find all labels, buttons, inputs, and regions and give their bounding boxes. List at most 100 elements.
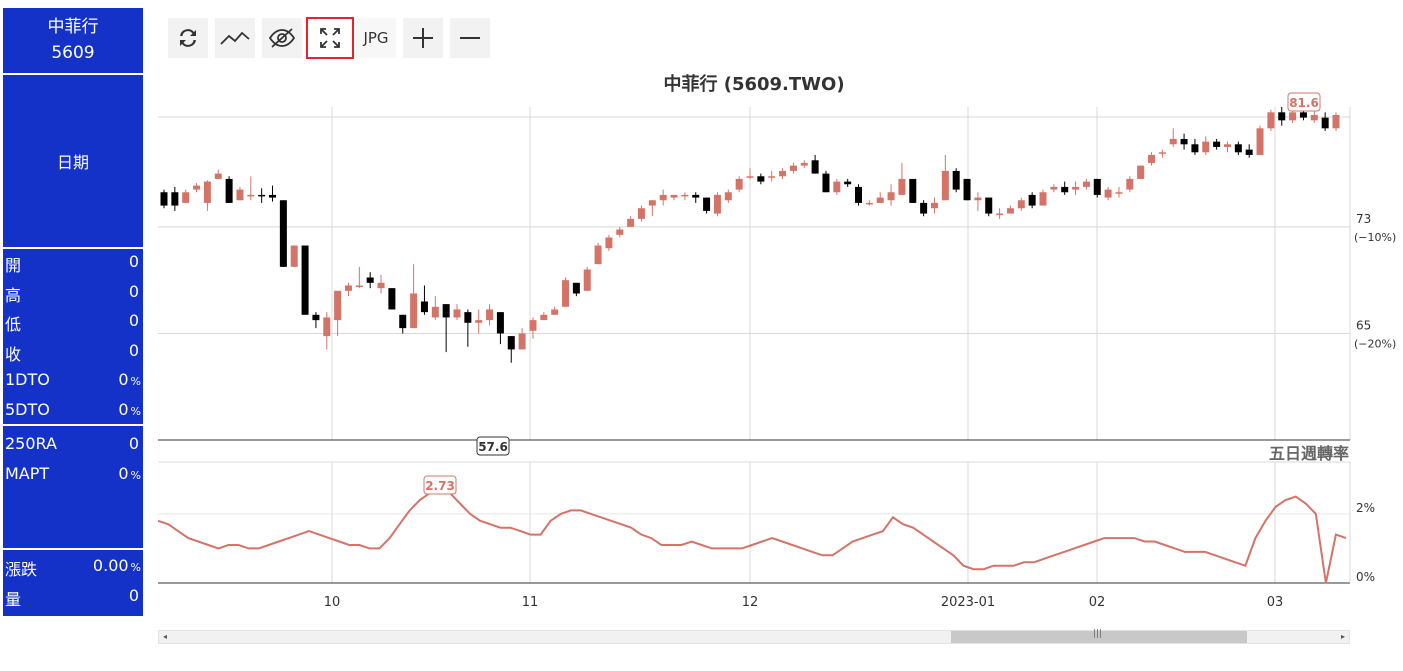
candle-body xyxy=(855,186,863,203)
candle-body xyxy=(1180,138,1188,145)
candle-body xyxy=(996,213,1004,216)
scroll-right-icon[interactable]: ▸ xyxy=(1340,632,1345,641)
price-tick-pct: (−20%) xyxy=(1354,337,1396,350)
fullscreen-button[interactable] xyxy=(306,17,354,59)
info-row-ohlc-4: 1DTO 0% xyxy=(3,370,143,396)
jpg-button[interactable]: JPG xyxy=(356,18,396,58)
scroll-left-icon[interactable]: ◂ xyxy=(163,632,168,641)
candle-body xyxy=(258,194,266,197)
info-value: 0.00% xyxy=(92,556,141,575)
price-tick-label: 65 xyxy=(1356,318,1371,332)
candle-body xyxy=(1072,186,1080,190)
change-block: 漲跌 0.00% 量 0 xyxy=(3,550,143,616)
candle-body xyxy=(442,304,450,318)
info-value: 0 xyxy=(128,311,139,330)
info-label: 開 xyxy=(5,256,22,275)
candle-body xyxy=(496,312,504,334)
candle-body xyxy=(399,314,407,329)
price-tick-pct: (−10%) xyxy=(1354,231,1396,244)
candle-body xyxy=(247,194,255,197)
info-value: 0 xyxy=(128,281,139,301)
candle-body xyxy=(1256,128,1264,155)
candle-body xyxy=(800,162,808,166)
candle-body xyxy=(724,192,732,201)
candle-body xyxy=(768,176,776,178)
zoom-in-button[interactable] xyxy=(403,18,443,58)
candle-body xyxy=(1082,181,1090,187)
date-tick-label: 02 xyxy=(1089,595,1106,610)
chart-scrollbar[interactable]: ◂ ||| ▸ xyxy=(158,629,1350,644)
info-row-ra-1: MAPT 0% xyxy=(3,464,143,490)
line-chart-button[interactable] xyxy=(215,18,255,58)
candle-body xyxy=(377,282,385,289)
grip-icon: ||| xyxy=(1093,629,1103,639)
candle-body xyxy=(594,245,602,265)
candle-body xyxy=(518,333,526,350)
max-price-badge: 81.6 xyxy=(1287,92,1321,112)
candle-body xyxy=(811,160,819,174)
candle-body xyxy=(713,194,721,214)
minus-icon xyxy=(460,37,480,39)
candle-body xyxy=(312,314,320,321)
info-label: 1DTO xyxy=(5,370,50,389)
candle-body xyxy=(1234,144,1242,153)
candle-body xyxy=(627,218,635,227)
info-row-ohlc-5: 5DTO 0% xyxy=(3,400,143,426)
candle-body xyxy=(1006,208,1014,214)
candle-body xyxy=(225,178,233,203)
candle-body xyxy=(1191,144,1199,153)
candle-body xyxy=(1028,194,1036,206)
info-label: 漲跌 xyxy=(5,560,38,579)
candle-body xyxy=(779,170,787,177)
candle-body xyxy=(1017,200,1025,209)
zoom-out-button[interactable] xyxy=(450,18,490,58)
candle-body xyxy=(160,192,168,206)
candle-body xyxy=(323,317,331,337)
candle-body xyxy=(507,336,515,350)
info-value: 0 xyxy=(128,434,139,453)
candle-body xyxy=(822,173,830,193)
candle-body xyxy=(1050,186,1058,190)
candle-body xyxy=(1267,112,1275,129)
candle-body xyxy=(269,194,277,198)
candle-body xyxy=(648,200,656,206)
refresh-button[interactable] xyxy=(168,18,208,58)
hide-button[interactable] xyxy=(262,18,302,58)
candle-body xyxy=(1115,192,1123,194)
candle-body xyxy=(453,309,461,318)
info-label: 收 xyxy=(5,344,22,364)
candle-body xyxy=(1158,152,1166,154)
candle-body xyxy=(1223,144,1231,147)
candle-body xyxy=(833,181,841,193)
stock-name: 中菲行 xyxy=(47,17,99,37)
candle-body xyxy=(952,170,960,190)
info-value: 0% xyxy=(118,464,141,483)
candle-body xyxy=(1093,178,1101,195)
candle-body xyxy=(876,197,884,203)
scrollbar-thumb[interactable]: ||| xyxy=(951,629,1247,643)
candle-body xyxy=(193,185,201,190)
candle-body xyxy=(616,229,624,235)
candle-body xyxy=(1137,165,1145,179)
refresh-icon xyxy=(180,29,196,47)
chart-title: 中菲行 (5609.TWO) xyxy=(663,74,845,95)
svg-text:57.6: 57.6 xyxy=(478,440,508,454)
candle-body xyxy=(529,320,537,331)
min-price-badge: 57.6 xyxy=(476,436,510,456)
info-value: 0% xyxy=(118,370,141,389)
candle-body xyxy=(681,194,689,197)
candle-body xyxy=(920,202,928,214)
date-tick-label: 2023-01 xyxy=(941,595,995,610)
turnover-tick: 2% xyxy=(1356,501,1375,515)
candle-body xyxy=(355,285,363,287)
info-label: 低 xyxy=(5,315,22,334)
candle-body xyxy=(735,178,743,190)
candle-body xyxy=(551,309,559,315)
candle-body xyxy=(1278,112,1286,121)
candle-body xyxy=(670,194,678,198)
info-value: 0 xyxy=(128,586,139,605)
candle-body xyxy=(789,165,797,171)
